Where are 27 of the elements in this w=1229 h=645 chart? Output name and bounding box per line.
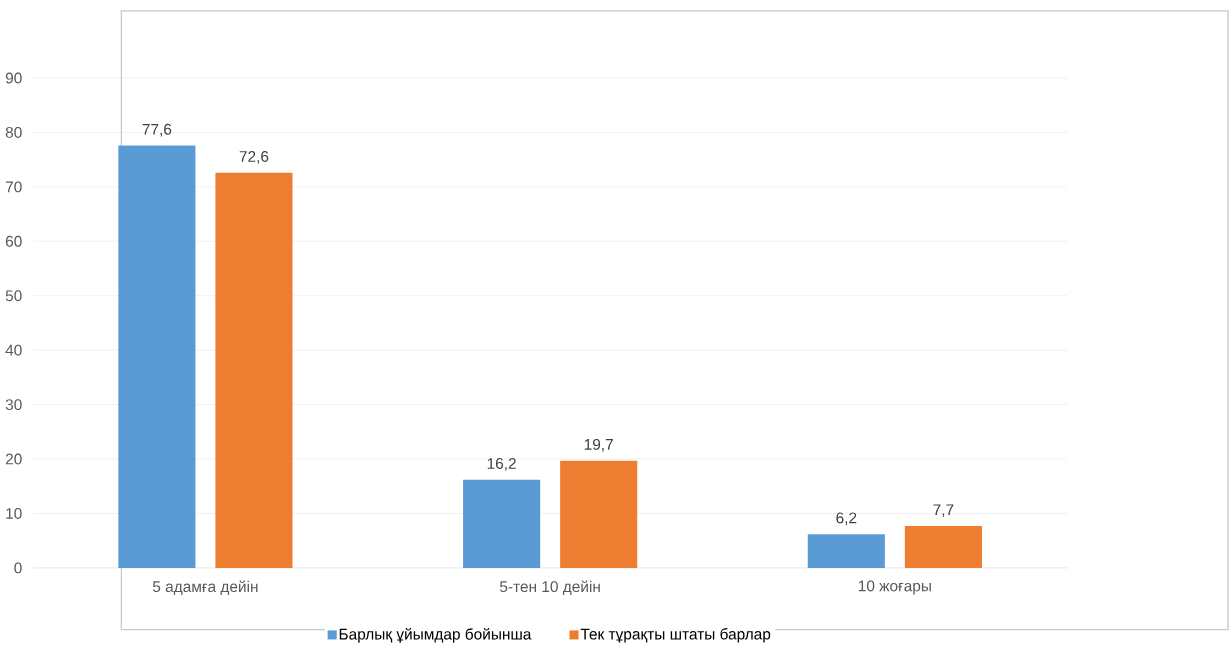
y-tick-label: 60 [5,235,22,247]
bar [904,525,982,568]
y-tick-label: 40 [5,344,22,356]
data-label: 72,6 [239,150,269,164]
data-label: 7,7 [933,504,954,517]
y-tick-label: 70 [5,181,22,193]
x-tick-label: 5 адамға дейін [152,580,258,595]
x-tick-label: 10 жоғары [858,580,931,595]
data-label: 19,7 [584,438,613,452]
data-label: 77,6 [142,123,172,137]
legend-label: Тек тұрақты штаты барлар [580,627,771,643]
y-tick-label: 0 [14,562,22,574]
bar [215,172,293,568]
legend-label: Барлық ұйымдар бойынша [339,627,532,643]
bar [118,145,196,568]
y-tick-label: 10 [6,507,22,519]
y-tick-label: 90 [5,72,22,84]
x-tick-label: 5-тен 10 дейін [499,580,600,595]
data-label: 6,2 [836,512,857,525]
bar [560,460,638,568]
y-tick-label: 20 [5,453,22,465]
y-tick-label: 50 [5,290,22,301]
bar [807,533,885,568]
data-label: 16,2 [487,457,516,471]
y-tick-label: 30 [5,398,22,410]
bar [463,479,541,568]
y-tick-label: 80 [5,126,22,138]
